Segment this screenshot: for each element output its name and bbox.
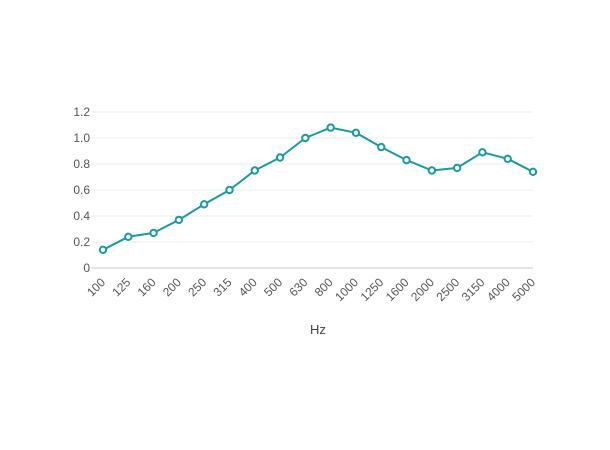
data-point <box>225 185 234 195</box>
x-tick-label: 315 <box>211 275 235 299</box>
y-tick-label: 1.2 <box>73 105 90 119</box>
x-tick-label: 1250 <box>358 275 387 304</box>
x-tick-label: 800 <box>312 275 336 299</box>
data-point <box>427 166 437 175</box>
y-tick-label: 0 <box>83 261 90 275</box>
x-tick-label: 1000 <box>332 275 361 304</box>
data-point <box>199 200 209 209</box>
x-tick-label: 630 <box>286 275 310 299</box>
data-point <box>275 153 285 162</box>
x-tick-label: 500 <box>261 275 285 299</box>
data-point <box>326 123 335 132</box>
x-tick-label: 250 <box>185 275 209 299</box>
y-tick-label: 1.0 <box>73 131 90 145</box>
x-tick-label: 5000 <box>509 275 538 304</box>
x-tick-label: 200 <box>160 275 184 299</box>
x-tick-label: 1600 <box>383 275 412 304</box>
data-point <box>402 155 411 165</box>
y-tick-label: 0.4 <box>73 209 90 223</box>
series-line <box>102 126 534 251</box>
data-point <box>149 228 158 238</box>
data-point <box>503 154 512 164</box>
data-point <box>452 163 462 173</box>
x-tick-label: 4000 <box>484 275 513 304</box>
series-line <box>102 126 534 251</box>
y-tick-labels: 0 0.2 0.4 0.6 0.8 1.0 1.2 <box>73 105 90 275</box>
grid-lines <box>91 111 533 243</box>
x-tick-label: 2000 <box>408 275 437 304</box>
data-point <box>478 148 487 157</box>
data-point <box>98 245 108 255</box>
data-point <box>250 166 259 175</box>
data-points <box>98 123 538 255</box>
x-tick-label: 160 <box>135 275 159 299</box>
x-tick-label: 400 <box>236 275 260 299</box>
x-tick-label: 125 <box>109 275 133 299</box>
y-tick-label: 0.6 <box>73 183 90 197</box>
data-point <box>301 133 310 143</box>
data-point <box>174 215 184 225</box>
data-point <box>528 167 538 177</box>
x-tick-label: 2500 <box>433 275 462 304</box>
x-tick-labels: 100 125 160 200 250 315 400 500 630 8001000125016… <box>84 275 538 304</box>
y-tick-label: 0.2 <box>73 235 90 249</box>
y-tick-label: 0.8 <box>73 157 90 171</box>
x-axis-title: Hz <box>310 322 326 337</box>
data-point <box>351 128 361 138</box>
x-tick-label: 3150 <box>459 275 488 304</box>
data-point <box>377 142 386 152</box>
x-tick-label: 100 <box>84 275 108 299</box>
data-point <box>124 232 133 242</box>
